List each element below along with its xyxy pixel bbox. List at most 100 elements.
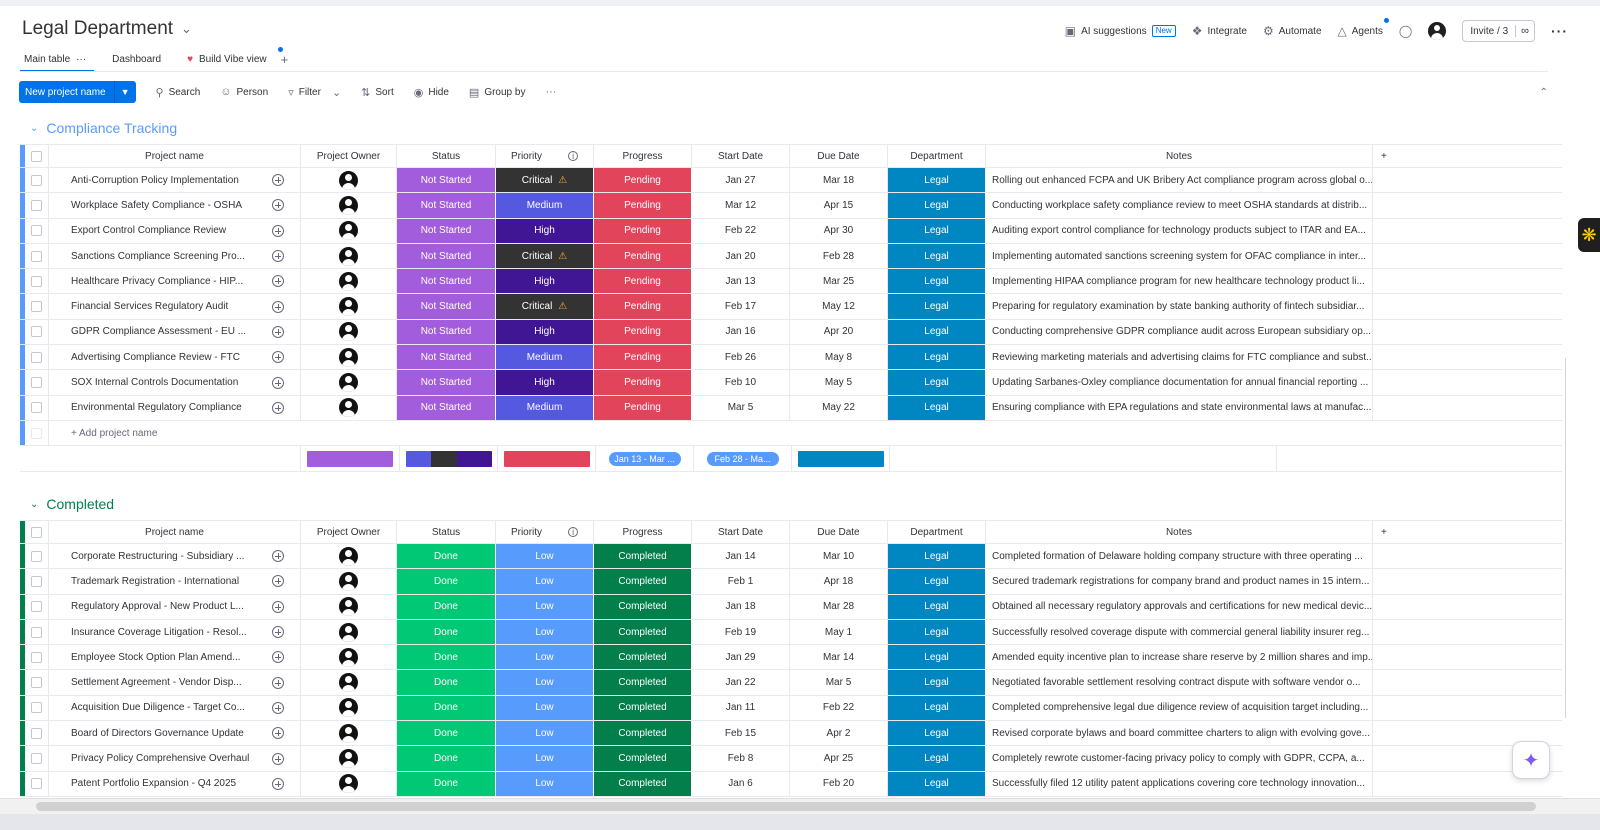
- add-update-button[interactable]: [255, 544, 301, 569]
- row-checkbox[interactable]: [31, 174, 42, 186]
- start-date-cell[interactable]: Mar 5: [692, 395, 790, 420]
- progress-label[interactable]: Completed: [594, 544, 692, 569]
- add-update-button[interactable]: [255, 569, 301, 594]
- column-header-start-date[interactable]: Start Date: [692, 145, 790, 167]
- project-name-cell[interactable]: Insurance Coverage Litigation - Resol...: [71, 626, 247, 638]
- due-date-cell[interactable]: Feb 22: [790, 695, 888, 721]
- table-row[interactable]: Healthcare Privacy Compliance - HIP... No…: [20, 269, 1562, 295]
- row-checkbox[interactable]: [31, 651, 42, 663]
- group-title[interactable]: Completed: [46, 496, 115, 512]
- priority-label[interactable]: Low: [496, 695, 594, 721]
- add-update-button[interactable]: [255, 370, 301, 395]
- table-row[interactable]: Privacy Policy Comprehensive Overhaul Don…: [20, 746, 1562, 772]
- start-date-cell[interactable]: Jan 16: [692, 319, 790, 345]
- link-icon[interactable]: ∞: [1515, 25, 1534, 37]
- add-update-button[interactable]: [255, 345, 301, 370]
- department-label[interactable]: Legal: [888, 269, 986, 294]
- project-name-cell[interactable]: Advertising Compliance Review - FTC: [71, 351, 240, 363]
- project-name-cell[interactable]: Anti-Corruption Policy Implementation: [71, 174, 239, 186]
- table-row[interactable]: Environmental Regulatory Compliance Not S…: [20, 395, 1562, 421]
- status-label[interactable]: Done: [397, 771, 496, 796]
- chevron-down-icon[interactable]: ⌄: [30, 122, 39, 134]
- project-name-cell[interactable]: Corporate Restructuring - Subsidiary ...: [71, 550, 245, 562]
- priority-label[interactable]: High: [496, 370, 594, 395]
- status-label[interactable]: Not Started: [397, 218, 496, 243]
- search-button[interactable]: ⚲ Search: [156, 86, 201, 99]
- owner-cell[interactable]: [301, 168, 397, 193]
- hide-button[interactable]: ◉ Hide: [414, 86, 449, 99]
- progress-label[interactable]: Pending: [594, 168, 692, 193]
- start-date-summary[interactable]: Jan 13 - Mar ...: [596, 446, 694, 472]
- owner-cell[interactable]: [301, 645, 397, 670]
- horizontal-scrollbar[interactable]: [0, 798, 1600, 814]
- row-select-cell[interactable]: [25, 168, 49, 193]
- start-date-cell[interactable]: Feb 19: [692, 619, 790, 645]
- add-update-button[interactable]: [255, 193, 301, 218]
- person-avatar[interactable]: [339, 221, 358, 241]
- person-filter-button[interactable]: ☺ Person: [220, 86, 268, 98]
- row-checkbox[interactable]: [31, 677, 42, 689]
- board-title[interactable]: Legal Department ⌄: [22, 18, 192, 40]
- integrate-button[interactable]: ❖ Integrate: [1192, 24, 1247, 38]
- person-avatar[interactable]: [339, 373, 358, 393]
- table-row[interactable]: Acquisition Due Diligence - Target Co...…: [20, 695, 1562, 722]
- priority-summary[interactable]: [400, 446, 498, 472]
- row-checkbox[interactable]: [31, 377, 42, 389]
- due-date-cell[interactable]: May 12: [790, 294, 888, 319]
- due-date-cell[interactable]: Mar 14: [790, 645, 888, 670]
- project-name-cell[interactable]: Settlement Agreement - Vendor Disp...: [71, 677, 242, 689]
- progress-label[interactable]: Pending: [594, 193, 692, 218]
- due-date-cell[interactable]: Mar 10: [790, 544, 888, 569]
- row-select-cell[interactable]: [25, 345, 49, 370]
- add-update-button[interactable]: [255, 771, 301, 796]
- row-select-cell[interactable]: [25, 319, 49, 345]
- column-header-due-date[interactable]: Due Date: [790, 145, 888, 167]
- department-summary[interactable]: [792, 446, 890, 472]
- toolbar-more-icon[interactable]: ···: [545, 86, 557, 98]
- owner-cell[interactable]: [301, 721, 397, 746]
- status-label[interactable]: Not Started: [397, 294, 496, 319]
- notes-cell[interactable]: Negotiated favorable settlement resolvin…: [986, 670, 1373, 695]
- row-select-cell[interactable]: [25, 670, 49, 695]
- owner-cell[interactable]: [301, 569, 397, 594]
- column-header-priority[interactable]: Priority i: [496, 145, 594, 167]
- start-date-cell[interactable]: Feb 10: [692, 370, 790, 395]
- row-checkbox[interactable]: [31, 727, 42, 739]
- due-date-cell[interactable]: Apr 30: [790, 218, 888, 243]
- project-name-cell[interactable]: Privacy Policy Comprehensive Overhaul: [71, 753, 250, 765]
- status-label[interactable]: Done: [397, 645, 496, 670]
- row-checkbox[interactable]: [31, 626, 42, 638]
- person-avatar[interactable]: [339, 647, 358, 667]
- ai-suggestions-button[interactable]: ▣ AI suggestions New: [1065, 24, 1176, 38]
- row-select-cell[interactable]: [25, 370, 49, 395]
- column-header-notes[interactable]: Notes: [986, 521, 1373, 543]
- due-date-cell[interactable]: Mar 18: [790, 168, 888, 193]
- add-column-icon[interactable]: +: [1381, 150, 1387, 162]
- start-date-cell[interactable]: Feb 15: [692, 721, 790, 746]
- progress-label[interactable]: Completed: [594, 645, 692, 670]
- row-select-cell[interactable]: [25, 218, 49, 243]
- department-label[interactable]: Legal: [888, 670, 986, 695]
- table-row[interactable]: Regulatory Approval - New Product L... Do…: [20, 594, 1562, 620]
- add-update-button[interactable]: [255, 746, 301, 771]
- priority-label[interactable]: Critical ⚠: [496, 294, 594, 319]
- start-date-cell[interactable]: Jan 11: [692, 695, 790, 721]
- due-date-cell[interactable]: Feb 20: [790, 771, 888, 796]
- owner-cell[interactable]: [301, 670, 397, 695]
- owner-cell[interactable]: [301, 218, 397, 243]
- add-update-button[interactable]: [255, 294, 301, 319]
- priority-label[interactable]: Low: [496, 721, 594, 746]
- chevron-down-icon[interactable]: ▼: [113, 81, 136, 103]
- department-label[interactable]: Legal: [888, 370, 986, 395]
- column-header-notes[interactable]: Notes: [986, 145, 1373, 167]
- group-header-completed[interactable]: ⌄ Completed: [30, 496, 114, 512]
- status-label[interactable]: Not Started: [397, 269, 496, 294]
- start-date-cell[interactable]: Feb 8: [692, 746, 790, 771]
- department-label[interactable]: Legal: [888, 695, 986, 721]
- add-update-button[interactable]: [255, 395, 301, 420]
- notes-cell[interactable]: Ensuring compliance with EPA regulations…: [986, 395, 1373, 420]
- status-label[interactable]: Done: [397, 746, 496, 771]
- status-label[interactable]: Done: [397, 695, 496, 721]
- notes-cell[interactable]: Implementing HIPAA compliance program fo…: [986, 269, 1373, 294]
- project-name-cell[interactable]: Board of Directors Governance Update: [71, 727, 244, 739]
